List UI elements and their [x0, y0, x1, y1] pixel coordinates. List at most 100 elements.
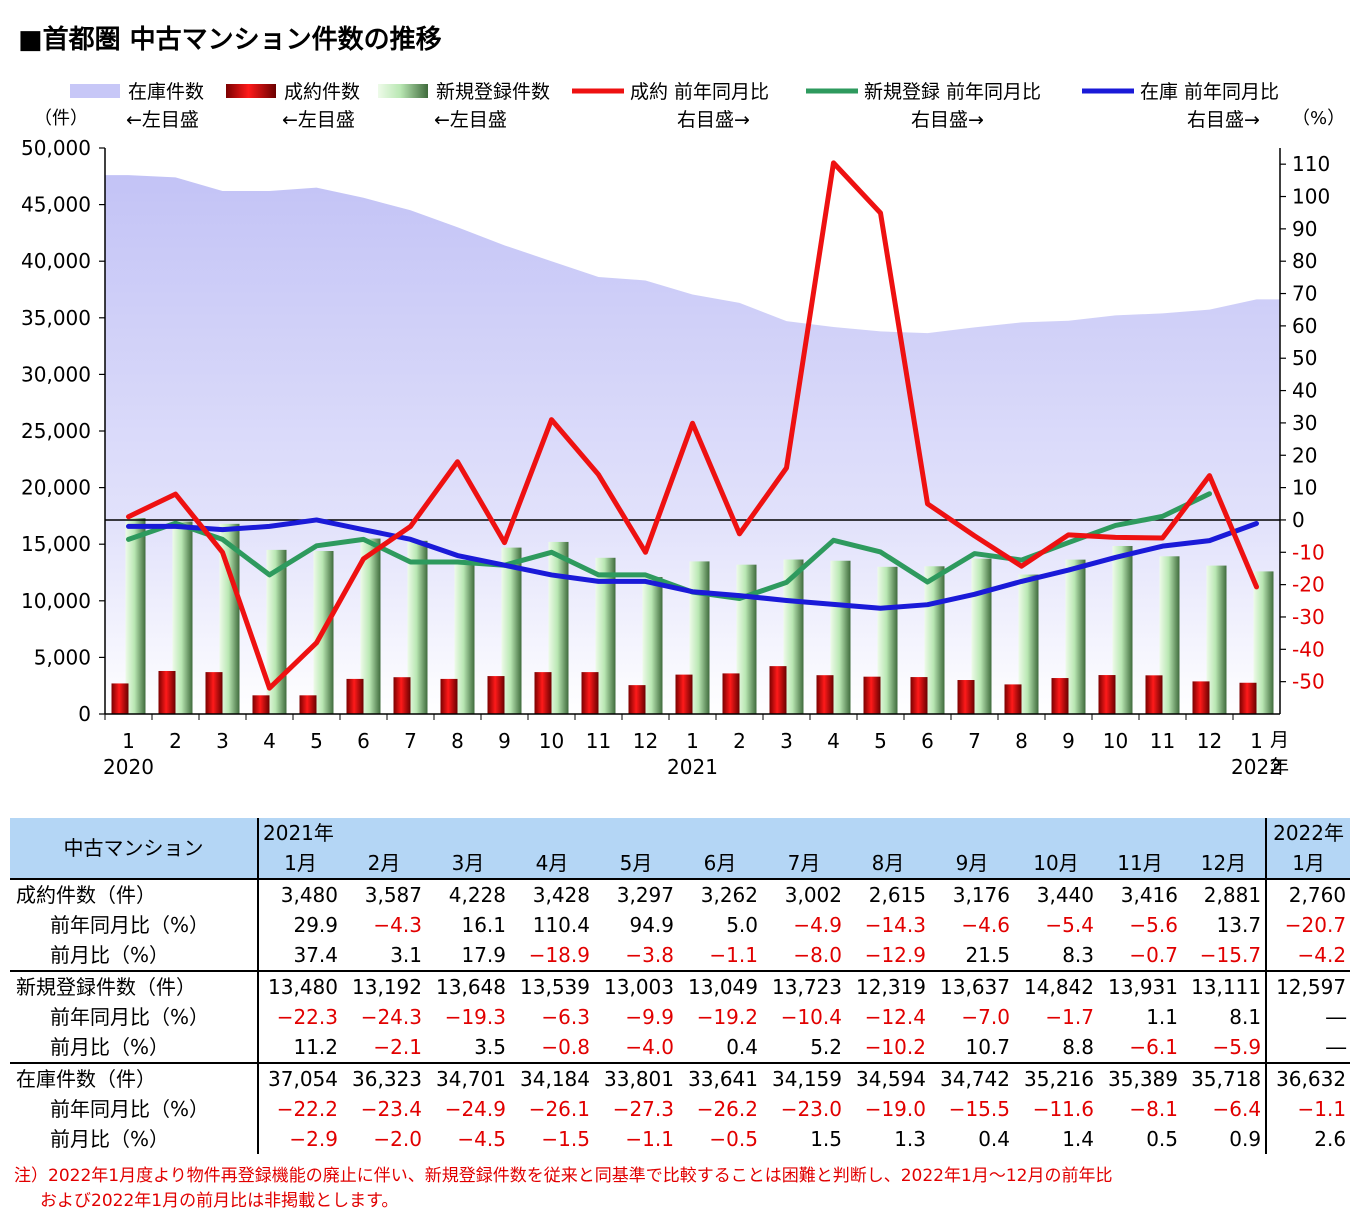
- table-cell: 37,054: [258, 1062, 342, 1094]
- table-cell: −18.9: [528, 943, 590, 967]
- table-cell: ―: [1265, 1032, 1351, 1063]
- table-cell: 3,416: [1098, 878, 1182, 910]
- bar-contract: [581, 672, 599, 714]
- table-cell: −19.2: [696, 1005, 758, 1029]
- bar-contract: [1145, 675, 1163, 714]
- table-cell: 3,587: [342, 878, 426, 910]
- bar-new-listing: [1206, 565, 1227, 714]
- table-cell: 1.1: [1146, 1005, 1178, 1029]
- table-cell: 13.7: [1216, 913, 1262, 937]
- legend-axis-hint: ←左目盛: [126, 109, 199, 131]
- table-row-label: 前年同月比（%）: [10, 1002, 259, 1032]
- x-axis-month-unit: 月: [1270, 729, 1289, 751]
- table-cell: −1.1: [709, 943, 758, 967]
- table-cell: 1.3: [894, 1127, 926, 1151]
- bar-contract: [1192, 681, 1210, 714]
- legend-axis-hint: 右目盛→: [677, 109, 750, 131]
- table-month-header: 1月: [258, 848, 342, 879]
- table-cell: −5.6: [1129, 913, 1178, 937]
- legend-axis-hint: ←左目盛: [282, 109, 355, 131]
- right-tick-label: 20: [1292, 443, 1317, 467]
- bar-contract: [957, 680, 975, 714]
- left-tick-label: 20,000: [21, 476, 91, 500]
- bar-new-listing: [454, 563, 475, 714]
- table-cell: 13,192: [342, 970, 426, 1002]
- bar-contract: [1098, 675, 1116, 714]
- table-cell: −12.4: [864, 1005, 926, 1029]
- table-cell: −5.4: [1045, 913, 1094, 937]
- table-cell: −1.5: [541, 1127, 590, 1151]
- table-cell: 8.8: [1062, 1035, 1094, 1059]
- right-tick-label: 110: [1292, 152, 1330, 176]
- x-tick-label: 9: [1062, 729, 1075, 753]
- table-cell: 13,049: [678, 970, 762, 1002]
- left-tick-label: 10,000: [21, 589, 91, 613]
- left-tick-label: 5,000: [34, 645, 91, 669]
- table-month-header: 1月: [1265, 848, 1351, 879]
- x-tick-label: 4: [263, 729, 276, 753]
- bar-new-listing: [1018, 574, 1039, 714]
- table-cell: 13,637: [930, 970, 1014, 1002]
- table-cell: 35,389: [1098, 1062, 1182, 1094]
- table-cell: −1.1: [625, 1127, 674, 1151]
- table-cell: 3.1: [390, 943, 422, 967]
- table-cell: 3,428: [510, 878, 594, 910]
- table-cell: 12,319: [846, 970, 930, 1002]
- table-cell: −15.7: [1199, 943, 1262, 967]
- footnote-line-1: 注）2022年1月度より物件再登録機能の廃止に伴い、新規登録件数を従来と同基準で…: [14, 1166, 1113, 1186]
- table-row: 前年同月比（%） −22.2 −23.4 −24.9 −26.1 −27.3 −26.2 −2…: [10, 1094, 1351, 1124]
- right-tick-label: -40: [1292, 637, 1325, 661]
- x-axis-year-unit: 年: [1270, 756, 1289, 778]
- table-month-header: 11月: [1098, 848, 1182, 879]
- table-cell: 13,931: [1098, 970, 1182, 1002]
- table-cell: −1.1: [1265, 1094, 1351, 1124]
- x-tick-label: 1: [1250, 729, 1263, 753]
- legend-axis-hint: 右目盛→: [1187, 109, 1260, 131]
- table-cell: 0.4: [978, 1127, 1010, 1151]
- table-cell: 34,159: [762, 1062, 846, 1094]
- table-cell: 34,701: [426, 1062, 510, 1094]
- left-tick-label: 30,000: [21, 362, 91, 386]
- left-tick-label: 0: [78, 702, 91, 726]
- bar-contract: [722, 673, 740, 714]
- table-cell: 13,003: [594, 970, 678, 1002]
- table-month-header: 5月: [594, 848, 678, 879]
- table-cell: 35,216: [1014, 1062, 1098, 1094]
- table-cell: 35,718: [1182, 1062, 1267, 1094]
- table-cell: −2.9: [289, 1127, 338, 1151]
- table-row: 前月比（%） −2.9 −2.0 −4.5 −1.5 −1.1 −0.5 1.5 1.3 0.4 1…: [10, 1124, 1351, 1154]
- bar-contract: [910, 677, 928, 714]
- table-cell: −0.5: [709, 1127, 758, 1151]
- x-year-label: 2020: [103, 755, 154, 779]
- right-tick-label: 100: [1292, 185, 1330, 209]
- table-month-header: 4月: [510, 848, 594, 879]
- x-tick-label: 10: [539, 729, 564, 753]
- table-cell: −11.6: [1032, 1097, 1094, 1121]
- table-cell: 11.2: [293, 1035, 338, 1059]
- table-cell: 37.4: [293, 943, 338, 967]
- line-inventory-yoy: [126, 517, 1259, 611]
- table-cell: 110.4: [532, 913, 590, 937]
- table-cell: 4,228: [426, 878, 510, 910]
- right-tick-label: 80: [1292, 249, 1317, 273]
- bar-contract: [1239, 682, 1257, 714]
- left-axis-unit: （件）: [34, 108, 88, 129]
- x-tick-label: 2: [169, 729, 182, 753]
- x-tick-label: 11: [1150, 729, 1175, 753]
- bar-new-listing: [360, 538, 381, 714]
- bar-contract: [346, 678, 364, 714]
- bar-contract: [252, 695, 270, 714]
- table-month-header: 6月: [678, 848, 762, 879]
- x-tick-label: 3: [780, 729, 793, 753]
- table-month-header: 7月: [762, 848, 846, 879]
- table-cell: 5.2: [810, 1035, 842, 1059]
- table-row: 新規登録件数（件） 13,480 13,192 13,648 13,539 13,003 1…: [10, 970, 1351, 1002]
- legend-label: 成約 前年同月比: [630, 81, 769, 103]
- table-row: 前月比（%） 37.4 3.1 17.9 −18.9 −3.8 −1.1 −8.0 −12.9 2…: [10, 940, 1351, 971]
- left-tick-label: 15,000: [21, 532, 91, 556]
- table-cell: 34,184: [510, 1062, 594, 1094]
- x-tick-label: 4: [827, 729, 840, 753]
- right-tick-label: 30: [1292, 411, 1317, 435]
- x-tick-label: 9: [498, 729, 511, 753]
